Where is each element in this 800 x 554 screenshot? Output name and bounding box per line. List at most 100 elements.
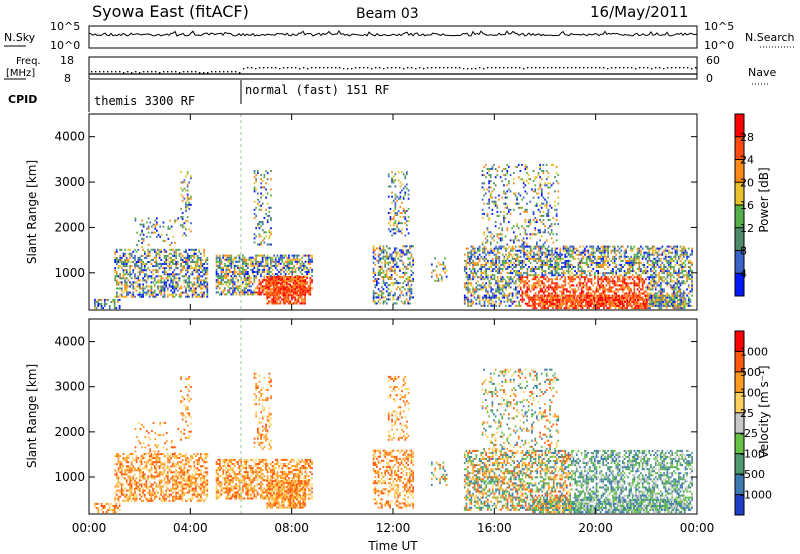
range-gate-cell xyxy=(302,280,305,283)
range-gate-cell xyxy=(491,294,494,297)
range-gate-cell xyxy=(513,261,515,264)
range-gate-cell xyxy=(556,288,558,291)
range-gate-cell xyxy=(220,277,223,280)
range-gate-cell xyxy=(538,280,540,283)
range-gate-cell xyxy=(268,256,271,259)
range-gate-cell xyxy=(165,267,168,270)
range-gate-cell xyxy=(678,263,680,266)
range-gate-cell xyxy=(410,292,413,295)
range-gate-cell xyxy=(500,300,502,303)
range-gate-cell xyxy=(185,207,187,210)
range-gate-cell xyxy=(630,247,632,250)
range-gate-cell xyxy=(279,292,282,295)
range-gate-cell xyxy=(475,263,478,266)
range-gate-cell xyxy=(653,302,655,305)
range-gate-cell xyxy=(394,193,397,196)
range-gate-cell xyxy=(175,293,177,296)
range-gate-cell xyxy=(482,272,484,275)
range-gate-cell xyxy=(566,302,568,305)
range-gate-cell xyxy=(567,282,570,285)
range-gate-cell xyxy=(516,249,519,252)
range-gate-cell xyxy=(633,292,636,295)
range-gate-cell xyxy=(505,280,507,283)
range-gate-cell xyxy=(268,231,271,234)
range-gate-cell xyxy=(119,265,121,268)
range-gate-cell xyxy=(230,260,233,263)
range-gate-cell xyxy=(618,257,621,260)
range-gate-cell xyxy=(242,262,244,265)
range-gate-cell xyxy=(687,270,690,273)
range-gate-cell xyxy=(298,254,300,257)
range-gate-cell xyxy=(574,270,576,273)
range-gate-cell xyxy=(193,250,196,253)
range-gate-cell xyxy=(636,282,639,285)
range-gate-cell xyxy=(291,260,294,263)
range-gate-cell xyxy=(615,292,618,295)
range-gate-cell xyxy=(215,273,218,275)
range-gate-cell xyxy=(261,256,264,259)
range-gate-cell xyxy=(470,270,473,273)
range-gate-cell xyxy=(286,298,288,301)
range-gate-cell xyxy=(585,276,588,279)
range-gate-cell xyxy=(656,253,659,256)
range-gate-cell xyxy=(539,257,542,260)
range-gate-cell xyxy=(490,282,492,285)
range-gate-cell xyxy=(490,304,492,307)
range-gate-cell xyxy=(674,255,677,258)
range-gate-cell xyxy=(569,263,571,266)
range-gate-cell xyxy=(163,261,166,263)
range-gate-cell xyxy=(124,285,126,288)
range-gate-cell xyxy=(293,258,295,261)
range-gate-cell xyxy=(666,274,669,277)
range-gate-cell xyxy=(521,280,524,283)
range-gate-cell xyxy=(472,276,474,279)
range-gate-cell xyxy=(605,272,608,275)
range-gate-cell xyxy=(526,245,529,248)
range-gate-cell xyxy=(602,255,604,258)
nave-dot xyxy=(243,68,245,70)
range-gate-cell xyxy=(186,263,189,265)
range-gate-cell xyxy=(467,292,469,295)
range-gate-cell xyxy=(119,287,121,290)
range-gate-cell xyxy=(154,231,157,234)
range-gate-cell xyxy=(613,257,616,260)
range-gate-cell xyxy=(256,293,259,296)
range-gate-cell xyxy=(687,272,690,275)
range-gate-cell xyxy=(297,298,300,301)
range-gate-cell xyxy=(635,284,637,287)
range-gate-cell xyxy=(188,287,191,290)
range-gate-cell xyxy=(572,266,575,268)
range-gate-cell xyxy=(253,172,256,175)
range-gate-cell xyxy=(557,255,560,258)
range-gate-cell xyxy=(585,257,588,260)
range-gate-cell xyxy=(134,295,136,298)
range-gate-cell xyxy=(292,302,295,305)
range-gate-cell xyxy=(258,283,261,286)
range-gate-cell xyxy=(245,262,247,265)
range-gate-cell xyxy=(297,284,300,287)
range-gate-cell xyxy=(556,270,558,273)
range-gate-cell xyxy=(582,245,585,248)
range-gate-cell xyxy=(165,283,168,286)
range-gate-cell xyxy=(237,266,239,269)
range-gate-cell xyxy=(164,239,166,242)
range-gate-cell xyxy=(114,271,116,274)
range-gate-cell xyxy=(488,266,491,268)
range-gate-cell xyxy=(405,271,408,274)
range-gate-cell xyxy=(528,257,530,260)
range-gate-cell xyxy=(674,270,677,273)
range-gate-cell xyxy=(597,266,599,268)
range-gate-cell xyxy=(263,241,266,244)
range-gate-cell xyxy=(663,249,665,252)
range-gate-cell xyxy=(589,253,591,256)
nave-dot xyxy=(643,67,645,69)
range-gate-cell xyxy=(635,272,637,275)
range-gate-cell xyxy=(574,288,576,291)
range-gate-cell xyxy=(491,190,494,193)
range-gate-cell xyxy=(268,214,271,217)
range-gate-cell xyxy=(272,298,275,301)
range-gate-cell xyxy=(572,249,575,252)
range-gate-cell xyxy=(165,277,168,280)
range-gate-cell xyxy=(302,298,305,301)
range-gate-cell xyxy=(622,259,624,262)
